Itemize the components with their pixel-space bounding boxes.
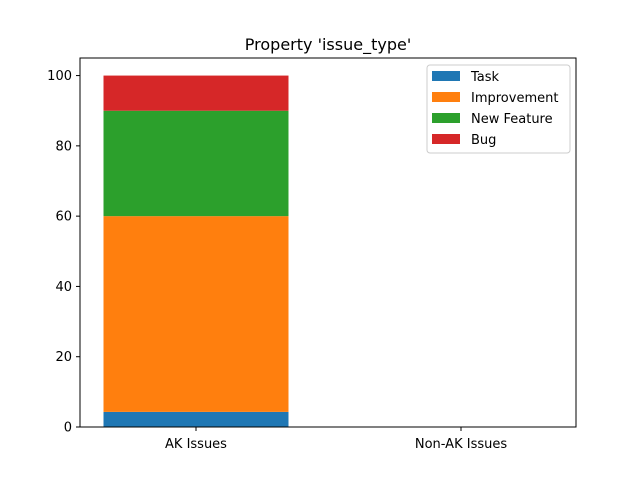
bar-segment-bug-0	[103, 75, 289, 111]
bar-segment-new-feature-0	[103, 110, 289, 217]
legend-label-new-feature: New Feature	[471, 112, 553, 127]
legend-swatch-improvement	[432, 92, 460, 102]
legend: Task Improvement New Feature Bug	[426, 64, 571, 154]
y-tick-label: 20	[55, 350, 72, 365]
legend-label-bug: Bug	[471, 133, 496, 148]
legend-box	[426, 64, 571, 154]
plot-frame	[79, 57, 577, 428]
y-tick-label: 100	[47, 69, 72, 84]
x-tick-label: Non-AK Issues	[415, 437, 507, 452]
bar-segment-task-0	[103, 411, 289, 427]
bars-layer	[103, 75, 289, 427]
legend-swatch-task	[432, 71, 460, 81]
chart-title: Property 'issue_type'	[245, 35, 411, 55]
legend-label-improvement: Improvement	[471, 91, 558, 106]
legend-swatch-bug	[432, 134, 460, 144]
axes-layer: 0 20 40 60 80 100 AK Issues Non-AK Issues	[47, 57, 577, 452]
legend-swatch-new-feature	[432, 113, 460, 123]
x-tick-label: AK Issues	[165, 437, 227, 452]
y-tick-label: 40	[55, 280, 72, 295]
y-tick-label: 0	[64, 421, 72, 436]
legend-label-task: Task	[470, 70, 500, 85]
bar-segment-improvement-0	[103, 216, 289, 412]
y-tick-label: 80	[55, 139, 72, 154]
y-tick-label: 60	[55, 210, 72, 225]
